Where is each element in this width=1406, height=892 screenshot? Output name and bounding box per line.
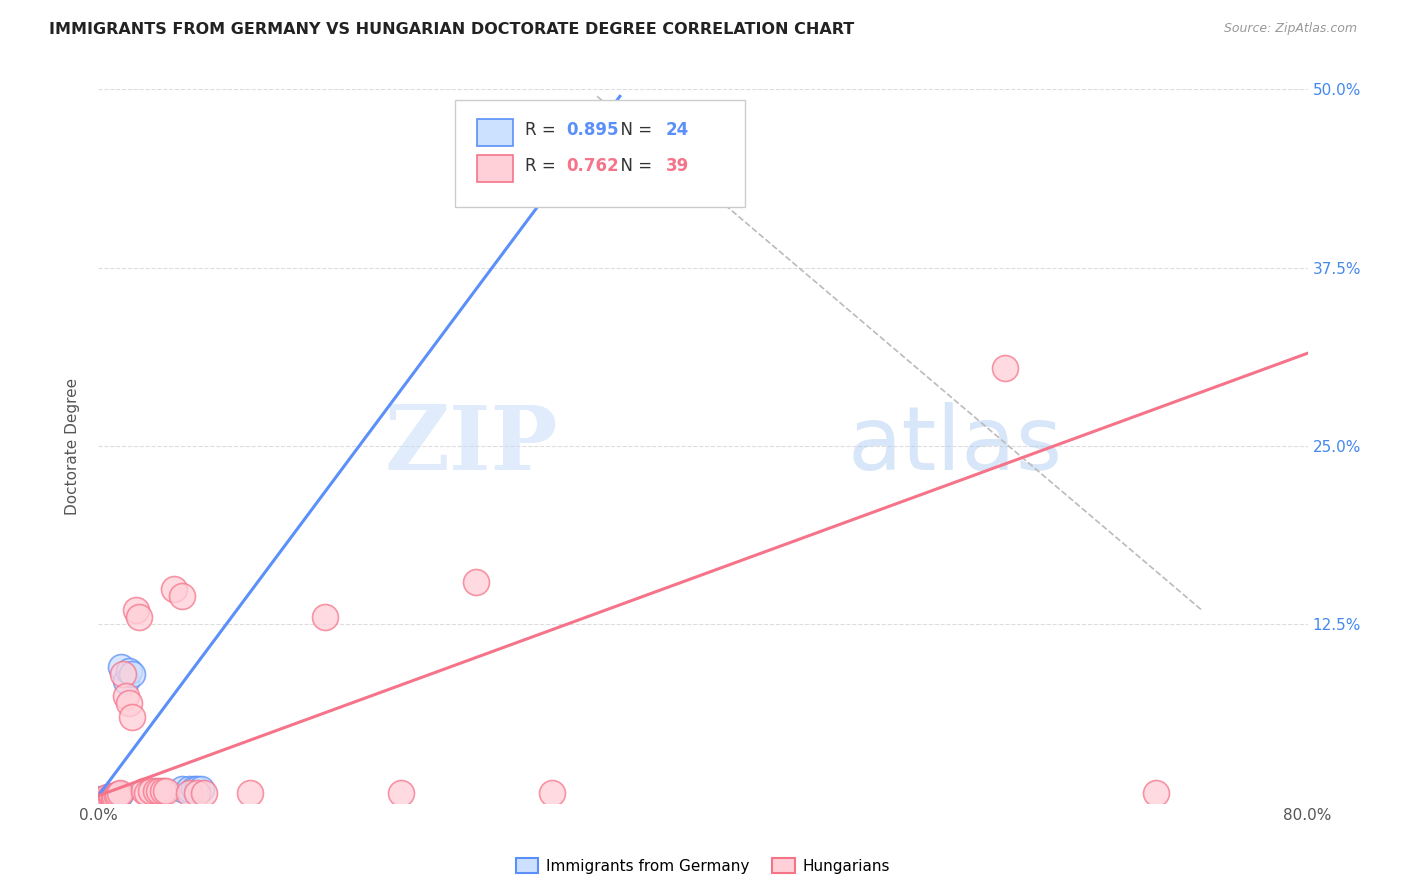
Point bbox=[152, 784, 174, 798]
Point bbox=[118, 696, 141, 710]
Point bbox=[91, 794, 114, 808]
Point bbox=[125, 603, 148, 617]
Point bbox=[105, 790, 128, 805]
Point bbox=[100, 791, 122, 805]
Point bbox=[108, 786, 131, 800]
Point bbox=[155, 784, 177, 798]
Point bbox=[170, 781, 193, 796]
Point bbox=[91, 791, 114, 805]
Point bbox=[101, 789, 124, 803]
Point bbox=[100, 790, 122, 805]
Point bbox=[183, 781, 205, 796]
Point bbox=[90, 793, 112, 807]
Point bbox=[132, 784, 155, 798]
Point bbox=[465, 574, 488, 589]
Text: R =: R = bbox=[526, 121, 561, 139]
Point bbox=[93, 793, 115, 807]
Point bbox=[90, 791, 112, 805]
Point bbox=[104, 790, 127, 805]
Point bbox=[89, 794, 111, 808]
Point bbox=[148, 784, 170, 798]
Text: atlas: atlas bbox=[848, 402, 1063, 490]
Point bbox=[163, 582, 186, 596]
Point bbox=[101, 791, 124, 805]
Point bbox=[96, 793, 118, 807]
Text: 0.895: 0.895 bbox=[567, 121, 619, 139]
Point bbox=[128, 610, 150, 624]
Point bbox=[111, 667, 134, 681]
Point bbox=[94, 791, 117, 805]
Point bbox=[98, 791, 121, 805]
Point bbox=[94, 791, 117, 805]
Point bbox=[389, 786, 412, 800]
Point bbox=[114, 689, 136, 703]
Point bbox=[121, 710, 143, 724]
Text: N =: N = bbox=[610, 157, 657, 175]
Point bbox=[121, 667, 143, 681]
Point bbox=[179, 786, 201, 800]
Point bbox=[540, 786, 562, 800]
Point bbox=[89, 793, 111, 807]
Point bbox=[107, 789, 129, 803]
Point bbox=[110, 660, 132, 674]
Point bbox=[107, 787, 129, 801]
Point bbox=[179, 781, 201, 796]
Text: 39: 39 bbox=[665, 157, 689, 175]
Text: ZIP: ZIP bbox=[384, 402, 558, 490]
Point bbox=[135, 786, 157, 800]
Text: R =: R = bbox=[526, 157, 561, 175]
Point bbox=[190, 781, 212, 796]
Bar bbox=[477, 155, 513, 182]
Point bbox=[186, 781, 208, 796]
Point bbox=[96, 790, 118, 805]
Point bbox=[105, 789, 128, 803]
Point bbox=[98, 790, 121, 805]
FancyBboxPatch shape bbox=[456, 100, 745, 207]
Point bbox=[114, 674, 136, 689]
Point bbox=[118, 665, 141, 679]
Point bbox=[586, 139, 609, 153]
Text: N =: N = bbox=[610, 121, 657, 139]
Point bbox=[108, 787, 131, 801]
Point bbox=[170, 589, 193, 603]
Legend: Immigrants from Germany, Hungarians: Immigrants from Germany, Hungarians bbox=[509, 852, 897, 880]
Y-axis label: Doctorate Degree: Doctorate Degree bbox=[65, 377, 80, 515]
Text: IMMIGRANTS FROM GERMANY VS HUNGARIAN DOCTORATE DEGREE CORRELATION CHART: IMMIGRANTS FROM GERMANY VS HUNGARIAN DOC… bbox=[49, 22, 855, 37]
Point bbox=[93, 793, 115, 807]
Point bbox=[141, 784, 163, 798]
Point bbox=[104, 789, 127, 803]
Point bbox=[103, 791, 125, 805]
Text: 0.762: 0.762 bbox=[567, 157, 619, 175]
Text: Source: ZipAtlas.com: Source: ZipAtlas.com bbox=[1223, 22, 1357, 36]
Point bbox=[103, 790, 125, 805]
Point bbox=[145, 784, 167, 798]
Point bbox=[1144, 786, 1167, 800]
Text: 24: 24 bbox=[665, 121, 689, 139]
Bar bbox=[477, 120, 513, 146]
Point bbox=[994, 360, 1017, 375]
Point bbox=[186, 786, 208, 800]
Point bbox=[239, 786, 262, 800]
Point bbox=[314, 610, 336, 624]
Point bbox=[193, 786, 215, 800]
